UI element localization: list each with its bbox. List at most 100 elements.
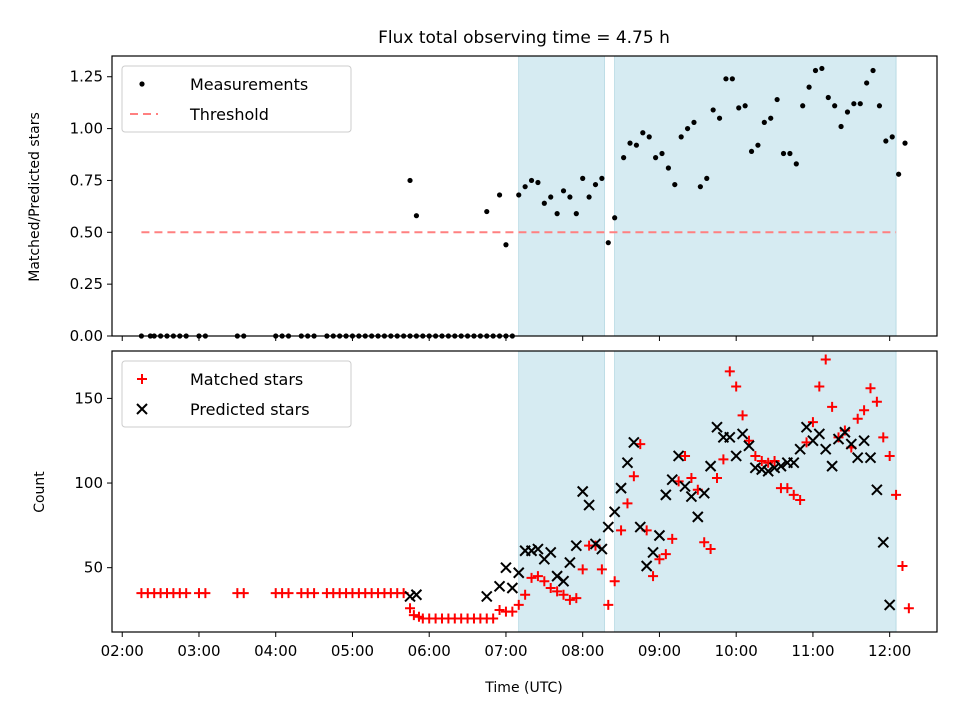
matched-point	[743, 435, 754, 446]
predicted-point	[864, 451, 877, 464]
measurement-point	[484, 208, 490, 215]
predicted-point	[602, 521, 614, 533]
matched-point	[820, 354, 831, 365]
y-tick-label: 0.75	[70, 171, 103, 189]
predicted-point	[583, 499, 595, 511]
matched-point	[871, 396, 882, 407]
measurement-point	[496, 192, 503, 198]
matched-point	[283, 588, 294, 599]
measurement-point	[697, 184, 703, 190]
measurement-point	[633, 142, 640, 148]
matched-point	[814, 381, 825, 392]
predicted-point	[877, 536, 889, 548]
measurement-point	[646, 134, 652, 140]
matched-point	[609, 576, 620, 587]
measurement-point	[774, 96, 780, 103]
predicted-point	[820, 443, 832, 455]
matched-point	[807, 417, 818, 428]
measurement-point	[541, 200, 547, 206]
x-tick-label: 12:00	[868, 642, 911, 660]
measurement-point	[761, 119, 767, 125]
measurement-point	[793, 161, 799, 167]
matched-point	[577, 564, 588, 575]
measurement-point	[413, 213, 420, 219]
matched-point	[622, 498, 633, 509]
matched-point	[660, 549, 671, 560]
matched-point	[737, 410, 748, 421]
measurement-point	[621, 155, 627, 161]
measurement-point	[800, 103, 806, 109]
measurement-point	[889, 134, 895, 140]
matched-point	[520, 589, 531, 600]
x-tick-label: 07:00	[484, 642, 527, 660]
predicted-point	[653, 529, 666, 542]
predicted-point	[749, 462, 762, 474]
matched-point	[763, 457, 774, 468]
legend-label: Matched stars	[190, 370, 303, 389]
matched-point	[513, 599, 524, 610]
predicted-point	[845, 438, 858, 450]
x-tick-label: 04:00	[254, 642, 297, 660]
y-tick-label: 0.50	[70, 223, 103, 241]
predicted-point	[410, 589, 423, 601]
x-tick-label: 02:00	[101, 642, 144, 660]
measurement-point	[599, 175, 605, 181]
measurement-point	[787, 150, 793, 157]
matched-point	[724, 366, 735, 377]
bottom-panel: 50 100 150 02:00 03:00 04:00 05:00 06:00 07:00 08…	[74, 350, 938, 660]
predicted-point	[481, 590, 493, 603]
measurement-point	[627, 140, 633, 146]
measurement-point	[755, 142, 761, 148]
x-tick-label: 11:00	[791, 642, 834, 660]
matched-point	[852, 413, 863, 424]
predicted-point	[500, 561, 512, 574]
predicted-point	[871, 484, 883, 496]
matched-point	[200, 588, 211, 599]
matched-point	[705, 544, 716, 555]
matched-point	[552, 586, 563, 597]
measurement-point	[560, 188, 567, 194]
matched-point	[891, 489, 902, 500]
matched-point	[750, 450, 761, 461]
matched-point	[494, 604, 505, 615]
predicted-point	[851, 451, 864, 464]
predicted-point	[628, 436, 640, 449]
legend: Matched stars Predicted stars	[121, 360, 352, 428]
measurement-point	[586, 194, 592, 200]
legend-label: Threshold	[189, 105, 269, 124]
matched-point	[839, 425, 850, 436]
measurement-point	[573, 211, 579, 217]
predicted-point	[685, 490, 698, 503]
matched-point	[782, 483, 793, 494]
measurement-point	[592, 181, 599, 188]
matched-point	[788, 489, 799, 500]
x-tick-label: 09:00	[638, 642, 681, 660]
legend: Measurements Threshold	[121, 65, 352, 133]
matched-point	[731, 381, 742, 392]
bottom-y-label: Count	[32, 471, 48, 513]
matched-point	[532, 571, 543, 582]
predicted-point	[404, 590, 416, 603]
predicted-point	[704, 460, 717, 472]
chart-title: Flux total observing time = 4.75 h	[378, 28, 670, 48]
measurement-point	[825, 94, 831, 101]
measurement-point	[851, 101, 857, 107]
predicted-point	[839, 426, 851, 438]
measurement-point	[864, 80, 870, 86]
y-tick-label: 50	[84, 559, 103, 577]
legend-box	[121, 65, 352, 133]
predicted-point	[608, 506, 621, 518]
measurement-point	[768, 115, 774, 121]
matched-point	[408, 610, 419, 621]
predicted-point	[711, 421, 723, 433]
predicted-point	[647, 546, 659, 559]
predicted-point	[762, 465, 774, 477]
y-tick-label: 100	[74, 474, 103, 492]
matched-point	[488, 613, 499, 624]
x-axis-label: Time (UTC)	[484, 680, 562, 696]
measurement-point	[554, 211, 560, 217]
legend-label: Predicted stars	[190, 400, 310, 419]
predicted-point	[634, 521, 646, 533]
matched-point	[718, 454, 729, 465]
predicted-point	[730, 450, 742, 462]
